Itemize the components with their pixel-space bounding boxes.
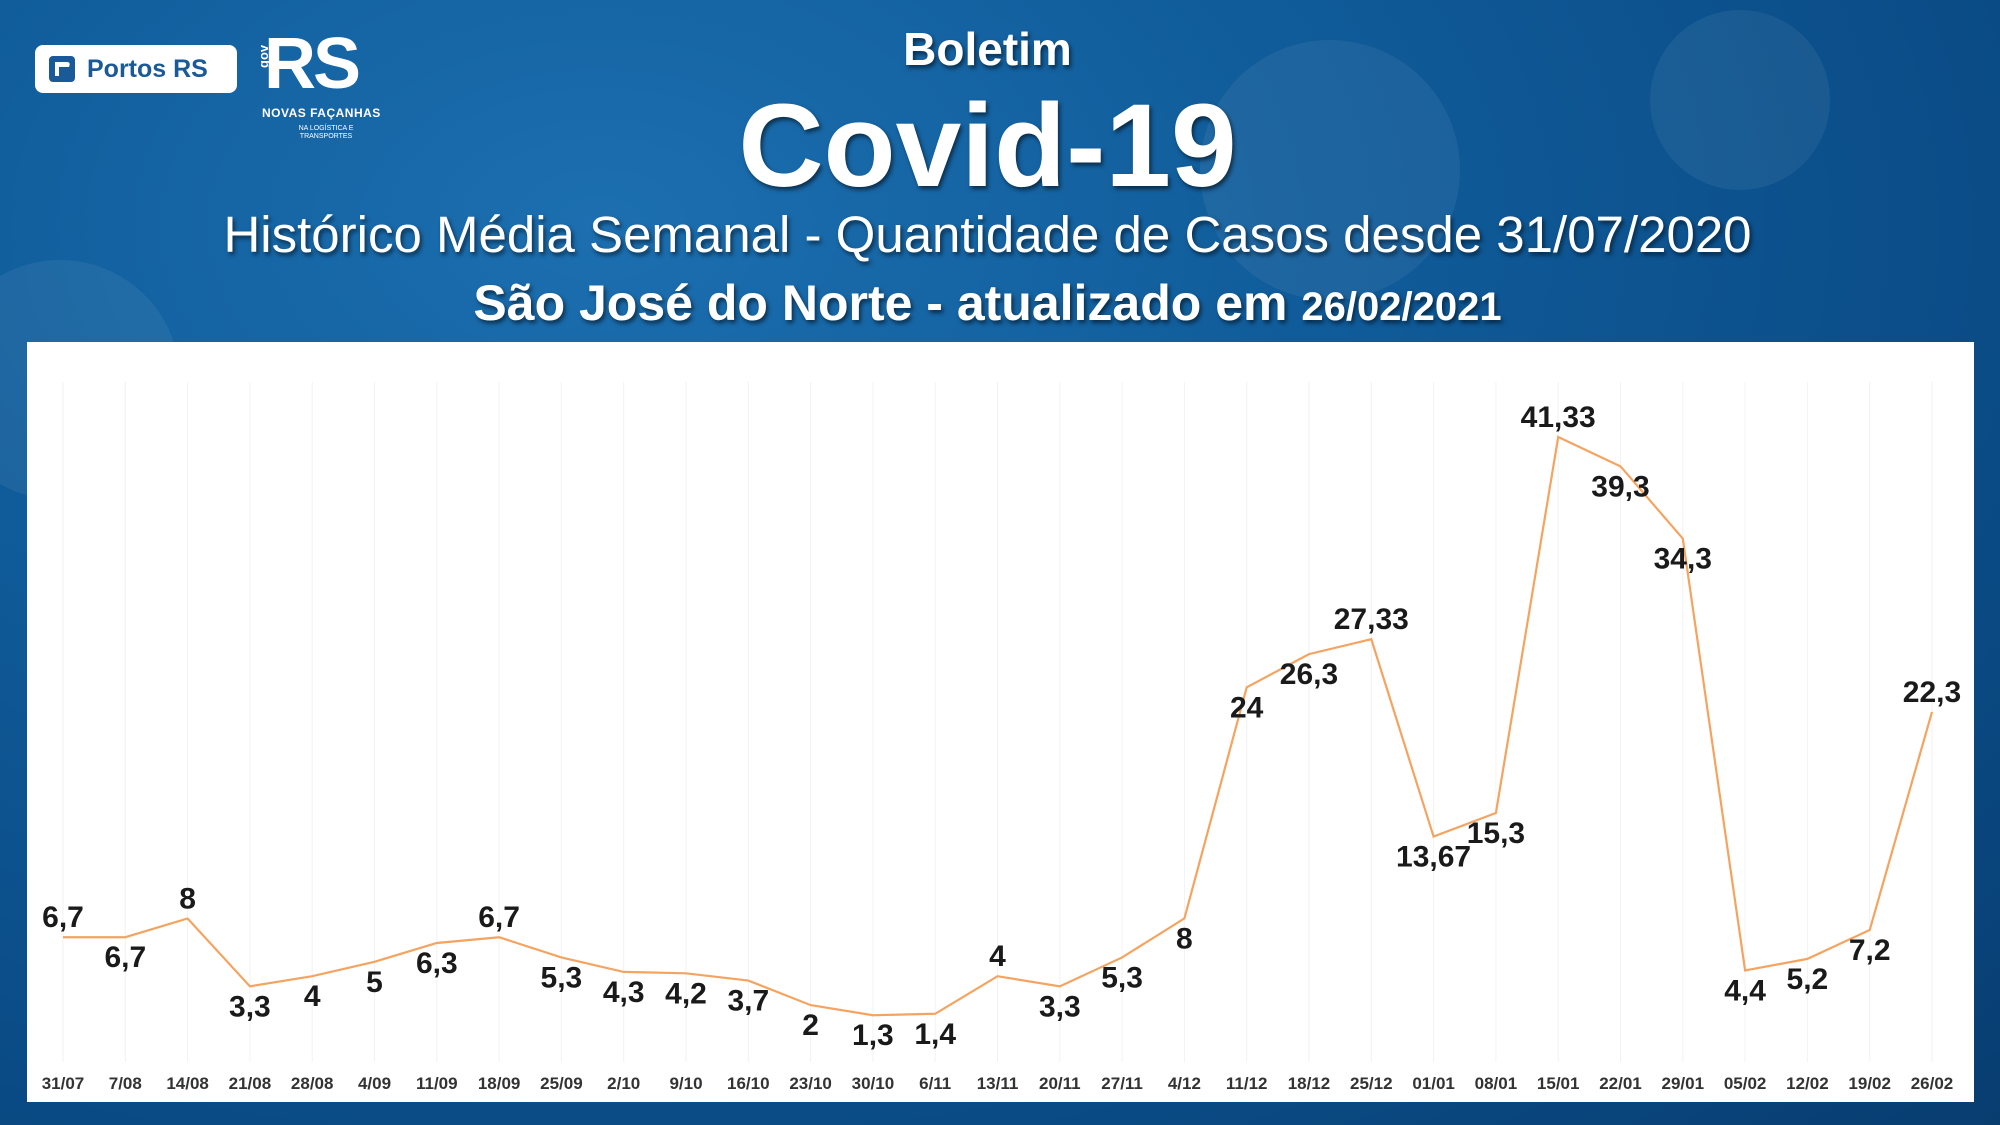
data-label: 15,3 [1467, 817, 1525, 850]
x-tick-label: 18/12 [1288, 1074, 1331, 1093]
data-label: 22,3 [1903, 676, 1961, 709]
data-label: 34,3 [1654, 543, 1712, 576]
data-label: 3,3 [1039, 990, 1081, 1023]
chart-area: 6,7 6,7 8 3,3 4 5 6,3 6,7 5,3 4,3 4,2 3,7 2 1,3 1,4 4 3,… [27, 342, 1974, 1102]
x-tick-label: 05/02 [1724, 1074, 1767, 1093]
x-tick-label: 12/02 [1786, 1074, 1829, 1093]
x-tick-label: 6/11 [919, 1074, 951, 1093]
x-tick-label: 08/01 [1475, 1074, 1518, 1093]
x-tick-label: 27/11 [1101, 1074, 1143, 1093]
update-date: 26/02/2021 [1301, 285, 1502, 329]
x-tick-label: 11/09 [416, 1074, 458, 1093]
data-label: 8 [1176, 922, 1193, 955]
x-tick-label: 4/12 [1168, 1074, 1201, 1093]
line-chart: 6,7 6,7 8 3,3 4 5 6,3 6,7 5,3 4,3 4,2 3,7 2 1,3 1,4 4 3,… [42, 382, 1961, 1093]
x-tick-label: 21/08 [229, 1074, 272, 1093]
data-label: 4 [304, 980, 321, 1013]
x-tick-label: 7/08 [109, 1074, 142, 1093]
x-tick-label: 20/11 [1039, 1074, 1081, 1093]
data-label: 1,4 [914, 1018, 956, 1051]
data-label: 6,7 [478, 901, 520, 934]
x-tick-label: 31/07 [42, 1074, 85, 1093]
data-label: 3,3 [229, 990, 271, 1023]
data-label: 3,7 [727, 985, 769, 1018]
x-tick-label: 9/10 [669, 1074, 702, 1093]
novas-facanhas-text: NOVAS FAÇANHAS [262, 106, 381, 120]
x-tick-label: 14/08 [166, 1074, 209, 1093]
data-label: 1,3 [852, 1019, 894, 1052]
x-tick-label: 25/12 [1350, 1074, 1393, 1093]
data-label: 13,67 [1396, 841, 1471, 874]
portos-mark-icon [49, 56, 75, 82]
data-label: 26,3 [1280, 658, 1338, 691]
data-label: 5 [366, 966, 383, 999]
na-logistica-text: NA LOGÍSTICA E TRANSPORTES [298, 125, 354, 140]
data-label: 39,3 [1591, 470, 1649, 503]
data-label: 4,3 [603, 976, 645, 1009]
data-label: 2 [802, 1009, 819, 1042]
data-label: 4 [989, 940, 1006, 973]
data-label: 4,4 [1724, 974, 1766, 1007]
data-label: 7,2 [1849, 934, 1891, 967]
x-tick-label: 29/01 [1662, 1074, 1705, 1093]
x-tick-label: 28/08 [291, 1074, 334, 1093]
x-tick-label: 25/09 [540, 1074, 583, 1093]
x-tick-label: 18/09 [478, 1074, 521, 1093]
data-label: 6,7 [104, 941, 146, 974]
data-label: 5,3 [1101, 961, 1143, 994]
data-label: 5,3 [541, 961, 583, 994]
data-label: 6,3 [416, 947, 458, 980]
x-tick-label: 2/10 [607, 1074, 640, 1093]
rs-logo-text: RS [264, 24, 361, 104]
background-virus-shape [1200, 40, 1460, 300]
history-subtitle: Histórico Média Semanal - Quantidade de … [223, 206, 1752, 263]
portos-rs-text: Portos RS [87, 54, 208, 83]
data-label: 4,2 [665, 977, 707, 1010]
boletim-heading: Boletim [903, 23, 1072, 75]
background-virus-shape [1650, 10, 1830, 190]
x-tick-label: 30/10 [852, 1074, 895, 1093]
x-tick-label: 22/01 [1599, 1074, 1642, 1093]
x-tick-label: 26/02 [1911, 1074, 1954, 1093]
series-line [63, 435, 1934, 1017]
x-tick-label: 13/11 [977, 1074, 1019, 1093]
data-label: 5,2 [1787, 963, 1829, 996]
data-label: 8 [179, 882, 196, 915]
portos-rs-logo: Portos RS [35, 45, 237, 93]
x-tick-label: 16/10 [727, 1074, 770, 1093]
x-tick-label: 15/01 [1537, 1074, 1580, 1093]
gov-rs-logo: gov RS NOVAS FAÇANHAS NA LOGÍSTICA E TRA… [256, 24, 388, 148]
location-subtitle: São José do Norte - atualizado em 26/02/… [0, 274, 1975, 332]
data-label: 6,7 [42, 901, 84, 934]
covid-title: Covid-19 [738, 80, 1237, 212]
x-tick-label: 4/09 [358, 1074, 391, 1093]
data-label: 24 [1230, 691, 1264, 724]
data-label: 27,33 [1334, 603, 1409, 636]
x-tick-label: 23/10 [789, 1074, 832, 1093]
location-text: São José do Norte - atualizado em [473, 275, 1288, 331]
x-tick-label: 19/02 [1848, 1074, 1891, 1093]
x-tick-label: 01/01 [1412, 1074, 1455, 1093]
x-tick-label: 11/12 [1226, 1074, 1268, 1093]
data-label: 41,33 [1521, 401, 1596, 434]
